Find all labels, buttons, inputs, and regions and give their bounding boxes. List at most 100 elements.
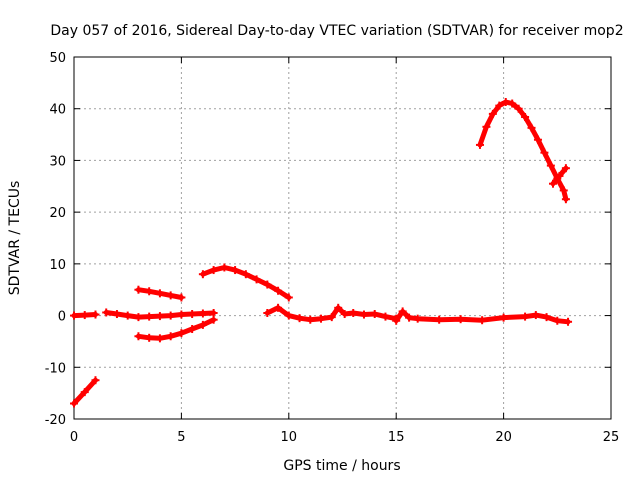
data-point — [155, 289, 164, 298]
data-point — [508, 99, 517, 108]
y-tick-label: 20 — [49, 206, 66, 221]
data-point — [495, 101, 504, 110]
data-point — [231, 266, 240, 275]
data-point — [274, 303, 283, 312]
y-axis-label: SDTVAR / TECUs — [7, 181, 23, 296]
plot-frame — [73, 56, 612, 420]
data-point — [553, 316, 562, 325]
data-point — [499, 313, 508, 322]
data-point — [306, 315, 315, 324]
data-point — [188, 325, 197, 334]
data-point — [134, 313, 143, 322]
data-point — [284, 311, 293, 320]
data-point — [123, 311, 132, 320]
data-point — [295, 314, 304, 323]
data-point — [263, 280, 272, 289]
data-point — [521, 312, 530, 321]
data-point — [177, 329, 186, 338]
data-point — [91, 376, 100, 385]
data-point — [166, 332, 175, 341]
x-tick-label: 0 — [70, 430, 78, 445]
data-point — [80, 311, 89, 320]
data-point — [340, 310, 349, 319]
data-point — [488, 109, 497, 118]
data-point — [501, 97, 510, 106]
data-point — [561, 164, 570, 173]
data-point — [145, 287, 154, 296]
data-point — [112, 310, 121, 319]
data-point — [564, 317, 573, 326]
data-point — [370, 310, 379, 319]
x-tick-label: 15 — [388, 430, 405, 445]
data-point — [359, 310, 368, 319]
x-tick-label: 20 — [495, 430, 512, 445]
data-point — [413, 314, 422, 323]
y-tick-label: 0 — [58, 310, 66, 325]
data-point — [456, 315, 465, 324]
data-point — [478, 316, 487, 325]
data-point — [392, 316, 401, 325]
data-point — [177, 310, 186, 319]
data-point — [134, 332, 143, 341]
x-axis-label: GPS time / hours — [283, 458, 400, 474]
y-tick-label: 50 — [49, 51, 66, 66]
data-point — [561, 195, 570, 204]
data-point — [475, 140, 484, 149]
data-point — [521, 112, 530, 121]
y-tick-label: 30 — [49, 154, 66, 169]
data-point — [145, 312, 154, 321]
data-point — [381, 312, 390, 321]
data-point — [209, 266, 218, 275]
data-point — [435, 315, 444, 324]
data-point — [482, 122, 491, 131]
data-point — [527, 123, 536, 132]
data-point — [542, 313, 551, 322]
x-tick-label: 10 — [281, 430, 298, 445]
y-tick-label: -20 — [45, 413, 66, 428]
data-point — [540, 148, 549, 157]
data-point — [209, 308, 218, 317]
data-point — [549, 179, 558, 188]
data-point — [198, 270, 207, 279]
data-point — [70, 399, 78, 408]
data-point — [220, 263, 229, 272]
data-point — [177, 293, 186, 302]
data-point — [405, 313, 414, 322]
chart-title: Day 057 of 2016, Sidereal Day-to-day VTE… — [50, 23, 623, 39]
y-tick-label: 40 — [49, 103, 66, 118]
data-point — [145, 333, 154, 342]
data-point — [317, 314, 326, 323]
data-point — [398, 307, 407, 316]
data-point — [334, 303, 343, 312]
data-point — [546, 161, 555, 170]
data-point — [198, 320, 207, 329]
data-point — [533, 135, 542, 144]
data-point — [166, 291, 175, 300]
data-point — [555, 171, 564, 180]
data-point — [559, 186, 568, 195]
data-point — [80, 388, 89, 397]
data-point — [134, 285, 143, 294]
data-point — [252, 275, 261, 284]
y-tick-label: 10 — [49, 258, 66, 273]
data-point — [263, 308, 272, 317]
data-point — [155, 334, 164, 343]
data-point — [198, 309, 207, 318]
data-point — [241, 270, 250, 279]
data-point — [209, 315, 218, 324]
data-point — [284, 293, 293, 302]
data-point — [514, 104, 523, 113]
data-point — [70, 311, 78, 320]
data-point — [102, 308, 111, 317]
data-point — [91, 310, 100, 319]
y-tick-label: -10 — [45, 361, 66, 376]
data-point — [274, 286, 283, 295]
data-point — [327, 313, 336, 322]
data-point — [166, 311, 175, 320]
data-point — [531, 311, 540, 320]
x-tick-label: 25 — [603, 430, 620, 445]
x-tick-label: 5 — [177, 430, 185, 445]
data-point — [349, 308, 358, 317]
data-point — [155, 312, 164, 321]
